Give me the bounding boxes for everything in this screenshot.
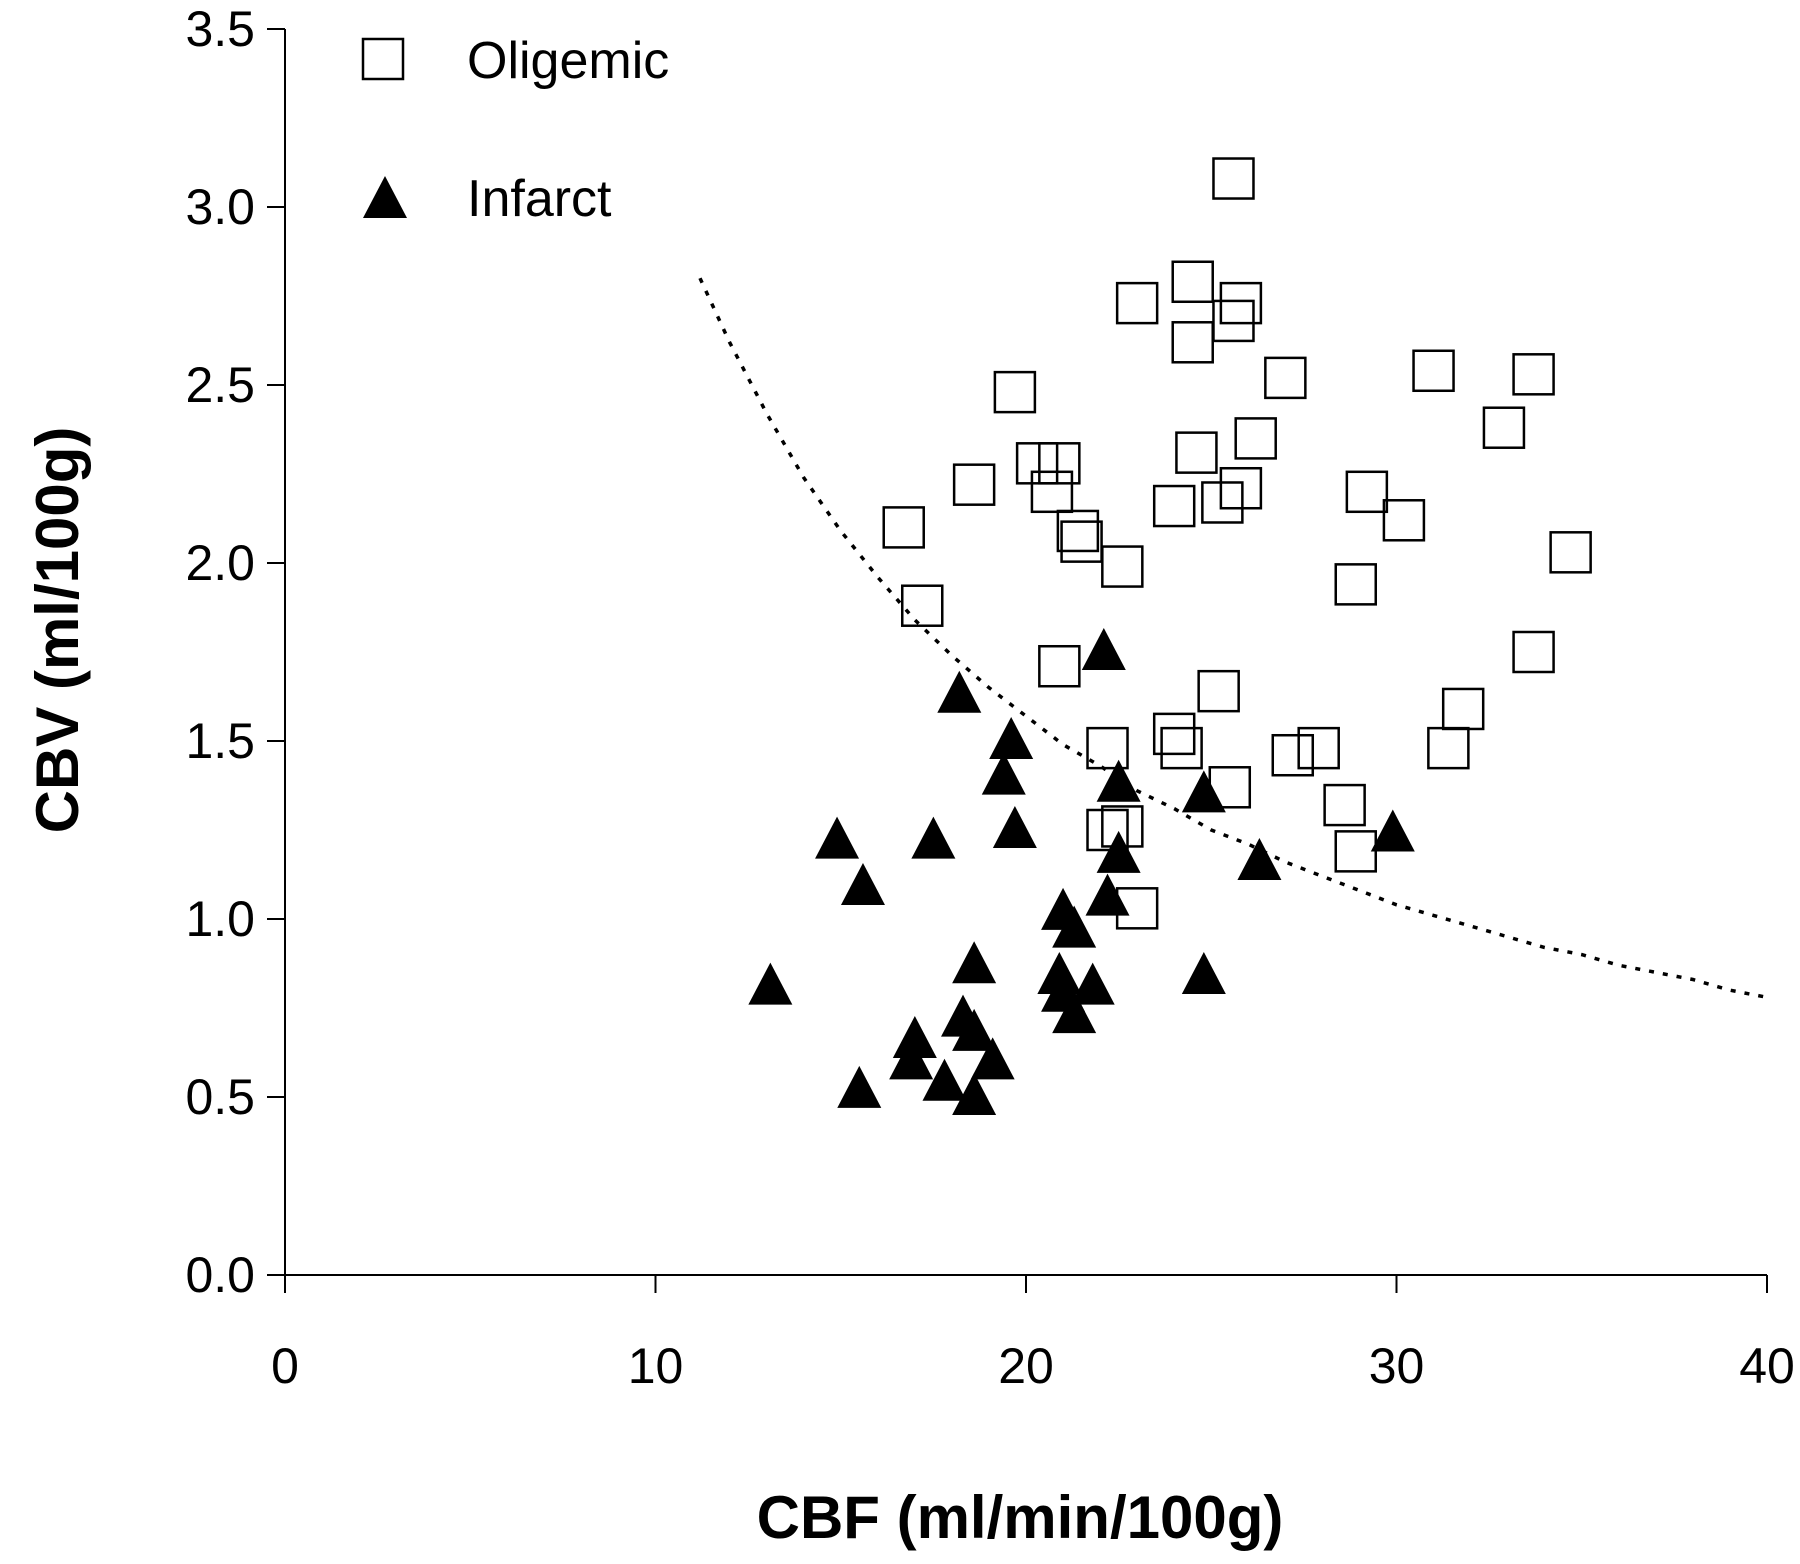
oligemic-point <box>1323 783 1366 827</box>
reference-curve <box>698 277 1768 1000</box>
oligemic-point <box>1171 321 1214 364</box>
infarct-point <box>1370 809 1415 852</box>
oligemic-point <box>1482 406 1526 449</box>
infarct-point <box>748 962 793 1005</box>
oligemic-point <box>1264 356 1307 400</box>
x-tick-label: 20 <box>998 1338 1054 1394</box>
series-oligemic <box>882 157 1592 930</box>
infarct-point <box>952 941 997 984</box>
oligemic-point <box>1512 353 1555 396</box>
oligemic-point <box>1160 726 1203 770</box>
infarct-point <box>992 806 1037 848</box>
axes-layer: 0.0 0.5 1.0 1.5 2.0 2.5 3.0 3.5 0 10 20 30 40 <box>185 1 1794 1394</box>
oligemic-point <box>993 370 1037 414</box>
infarct-point <box>937 670 982 713</box>
reference-curve-layer <box>698 277 1768 1000</box>
infarct-point <box>1052 905 1097 948</box>
infarct-point <box>1052 991 1097 1034</box>
series-infarct <box>748 628 1415 1115</box>
legend: Oligemic Infarct <box>361 32 669 228</box>
oligemic-point <box>1219 281 1263 325</box>
infarct-point <box>837 1065 882 1108</box>
oligemic-point <box>1297 726 1340 770</box>
infarct-point <box>1096 759 1141 802</box>
infarct-point <box>952 1008 997 1051</box>
infarct-point <box>1181 951 1226 994</box>
oligemic-point <box>1334 830 1377 873</box>
oligemic-point <box>1060 520 1103 563</box>
y-tick-label: 2.0 <box>185 535 255 591</box>
y-tick-label: 3.5 <box>185 1 255 57</box>
y-tick-label: 2.5 <box>185 357 255 413</box>
oligemic-point <box>1175 431 1218 474</box>
oligemic-point <box>1234 417 1277 460</box>
oligemic-point <box>1086 726 1129 770</box>
oligemic-point <box>1427 726 1470 770</box>
legend-infarct-label: Infarct <box>467 170 612 228</box>
y-tick-label: 0.0 <box>185 1247 255 1303</box>
x-tick-label: 10 <box>628 1338 684 1394</box>
y-tick-label: 0.5 <box>185 1069 255 1125</box>
infarct-point <box>970 1037 1015 1080</box>
y-tick-label: 1.5 <box>185 713 255 769</box>
oligemic-point <box>1152 712 1196 756</box>
x-tick-label: 30 <box>1369 1338 1425 1394</box>
infarct-point <box>815 816 860 859</box>
y-tick-label: 3.0 <box>185 179 255 235</box>
oligemic-point <box>1441 687 1485 731</box>
oligemic-point <box>882 506 925 549</box>
oligemic-point <box>1038 644 1081 688</box>
infarct-point <box>1181 770 1226 813</box>
oligemic-point <box>1101 545 1144 588</box>
oligemic-point <box>1056 509 1100 553</box>
oligemic-point <box>1512 630 1555 674</box>
oligemic-point <box>1412 349 1455 393</box>
infarct-point <box>892 1016 937 1059</box>
oligemic-point <box>1115 281 1159 325</box>
infarct-point <box>1237 838 1282 881</box>
oligemic-point <box>1038 442 1081 485</box>
infarct-point <box>1081 628 1126 670</box>
oligemic-point <box>1549 531 1592 574</box>
y-tick-label: 1.0 <box>185 891 255 947</box>
oligemic-point <box>1015 442 1059 485</box>
legend-oligemic-marker <box>361 37 405 81</box>
infarct-point <box>1085 873 1130 916</box>
infarct-point <box>1096 830 1141 873</box>
legend-oligemic-label: Oligemic <box>467 32 669 90</box>
oligemic-point <box>1152 484 1196 528</box>
oligemic-point <box>1212 157 1255 200</box>
oligemic-point <box>1197 669 1240 713</box>
oligemic-point <box>1334 563 1377 606</box>
y-axis-title: CBV (ml/100g) <box>24 427 91 834</box>
infarct-point <box>1070 962 1115 1005</box>
x-tick-label: 0 <box>271 1338 299 1394</box>
infarct-point <box>952 1073 997 1115</box>
infarct-point <box>1037 951 1082 994</box>
x-axis-title: CBF (ml/min/100g) <box>757 1484 1284 1551</box>
legend-infarct-marker <box>363 176 407 218</box>
infarct-point <box>889 1037 934 1080</box>
infarct-point <box>840 862 885 905</box>
oligemic-point <box>1086 808 1129 852</box>
infarct-point <box>989 717 1034 759</box>
oligemic-point <box>901 584 944 627</box>
oligemic-point <box>1030 470 1074 514</box>
oligemic-point <box>1382 499 1426 542</box>
oligemic-point <box>1219 466 1263 510</box>
infarct-point <box>981 752 1026 795</box>
oligemic-point <box>1212 299 1255 343</box>
infarct-point <box>911 816 956 859</box>
x-tick-label: 40 <box>1739 1338 1795 1394</box>
oligemic-point <box>1201 481 1244 524</box>
oligemic-point <box>952 463 996 506</box>
oligemic-point <box>1271 733 1315 777</box>
data-points-layer <box>748 157 1592 1115</box>
oligemic-point <box>1345 470 1389 514</box>
oligemic-point <box>1171 260 1214 304</box>
infarct-point <box>922 1058 967 1101</box>
